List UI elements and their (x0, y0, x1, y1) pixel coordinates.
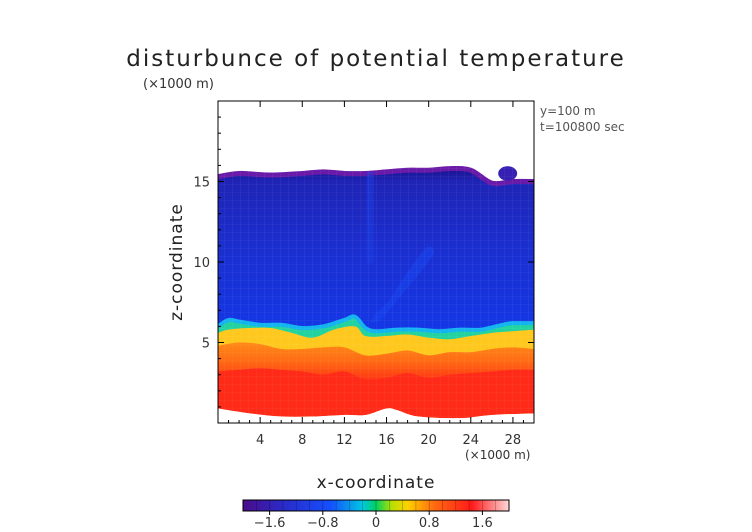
x-tick-label: 16 (378, 433, 395, 448)
x-tick-label: 8 (298, 433, 306, 448)
x-tick-label: 20 (420, 433, 437, 448)
annotation-t: t=100800 sec (540, 120, 625, 134)
x-axis-unit: (×1000 m) (465, 448, 530, 462)
y-axis-label: z-coordinate (167, 203, 187, 321)
colorbar: −1.6 −0.8 0 0.8 1.6 (242, 499, 510, 531)
axes: 4 8 12 16 20 24 28 5 10 15 (193, 101, 534, 448)
z-axis-unit: (×1000 m) (143, 77, 214, 92)
contour-texture (218, 101, 534, 423)
y-tick-label: 15 (193, 176, 210, 191)
annotation-y: y=100 m (540, 104, 596, 118)
colorbar-tick-label: 0 (372, 516, 380, 531)
colorbar-tick-label: −1.6 (254, 516, 286, 531)
colorbar-tick-label: −0.8 (307, 516, 339, 531)
x-tick-label: 12 (336, 433, 353, 448)
chart-title: disturbunce of potential temperature (126, 46, 626, 72)
x-tick-label: 24 (463, 433, 480, 448)
field-layer (218, 101, 534, 423)
x-axis-label: x-coordinate (317, 473, 436, 493)
y-tick-label: 10 (193, 256, 210, 271)
y-tick-label: 5 (202, 337, 210, 352)
colorbar-tick-label: 1.6 (472, 516, 493, 531)
colorbar-tick-label: 0.8 (419, 516, 440, 531)
x-tick-label: 28 (505, 433, 522, 448)
x-tick-label: 4 (256, 433, 264, 448)
